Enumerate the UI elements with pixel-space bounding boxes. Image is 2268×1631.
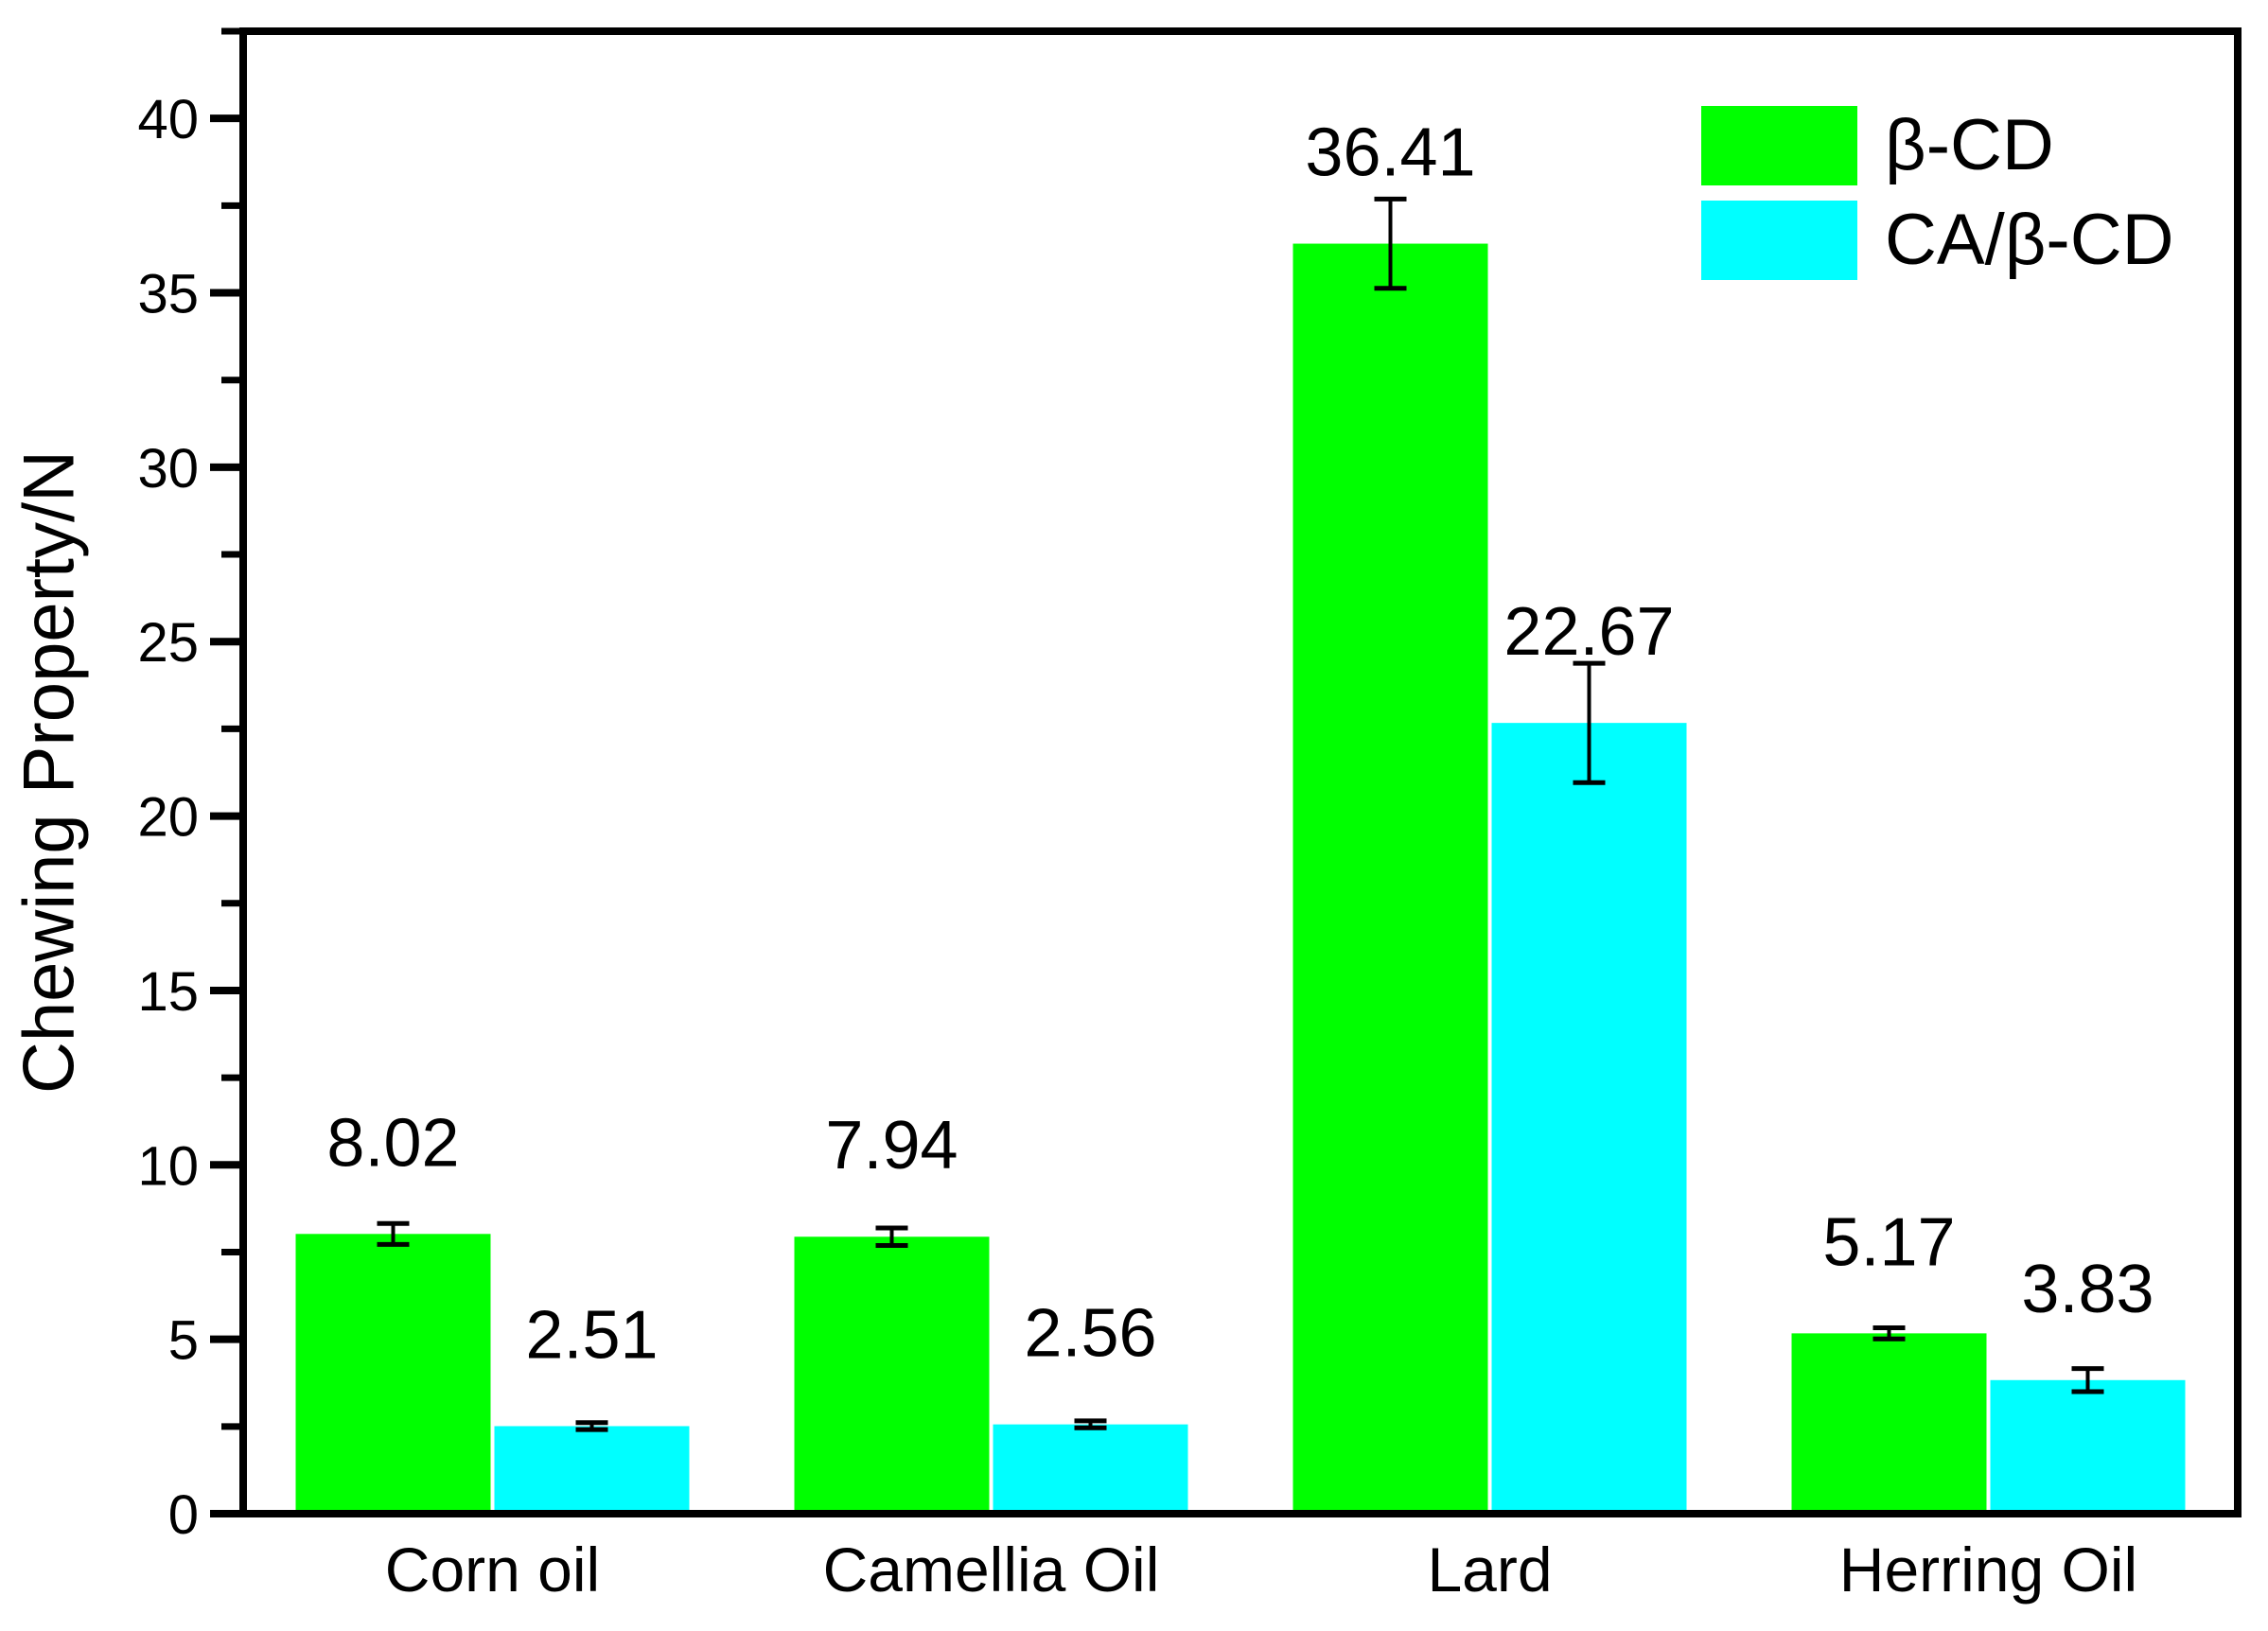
y-tick-label: 35 — [137, 264, 199, 325]
value-label: 7.94 — [825, 1108, 958, 1184]
category-label: Lard — [1427, 1535, 1552, 1605]
value-label: 2.56 — [1024, 1296, 1156, 1372]
bar-β-CD-Herring Oil — [1791, 1333, 1987, 1514]
value-label: 8.02 — [326, 1105, 459, 1181]
y-tick-label: 0 — [168, 1484, 199, 1546]
bar-β-CD-Corn oil — [295, 1234, 491, 1514]
value-label: 36.41 — [1305, 115, 1475, 191]
category-label: Camellia Oil — [823, 1535, 1160, 1605]
value-label: 2.51 — [525, 1297, 658, 1373]
bar-CA/β-CD-Herring Oil — [1990, 1379, 2186, 1514]
bar-CA/β-CD-Camellia Oil — [993, 1424, 1188, 1514]
plot-frame — [239, 27, 2242, 1517]
legend-swatch-cyan — [1701, 201, 1857, 280]
bar-CA/β-CD-Lard — [1491, 723, 1687, 1514]
category-label: Corn oil — [385, 1535, 600, 1605]
y-tick-label: 25 — [137, 612, 199, 674]
y-tick-label: 40 — [137, 89, 199, 150]
bar-β-CD-Lard — [1292, 243, 1488, 1514]
value-label: 5.17 — [1822, 1204, 1955, 1280]
category-label: Herring Oil — [1839, 1535, 2137, 1605]
legend-swatch-green — [1701, 106, 1857, 185]
y-tick-label: 5 — [168, 1310, 199, 1372]
y-axis-title: Chewing Property/N — [9, 449, 90, 1095]
value-label: 3.83 — [2021, 1252, 2154, 1327]
bar-CA/β-CD-Corn oil — [494, 1426, 690, 1514]
legend-label-bcd: β-CD — [1885, 105, 2054, 185]
bar-β-CD-Camellia Oil — [794, 1236, 990, 1514]
legend-label-cabcd: CA/β-CD — [1885, 200, 2174, 280]
value-label: 22.67 — [1503, 594, 1674, 670]
y-tick-label: 15 — [137, 961, 199, 1023]
y-tick-label: 30 — [137, 438, 199, 500]
y-tick-label: 20 — [137, 787, 199, 849]
y-tick-label: 10 — [137, 1135, 199, 1197]
